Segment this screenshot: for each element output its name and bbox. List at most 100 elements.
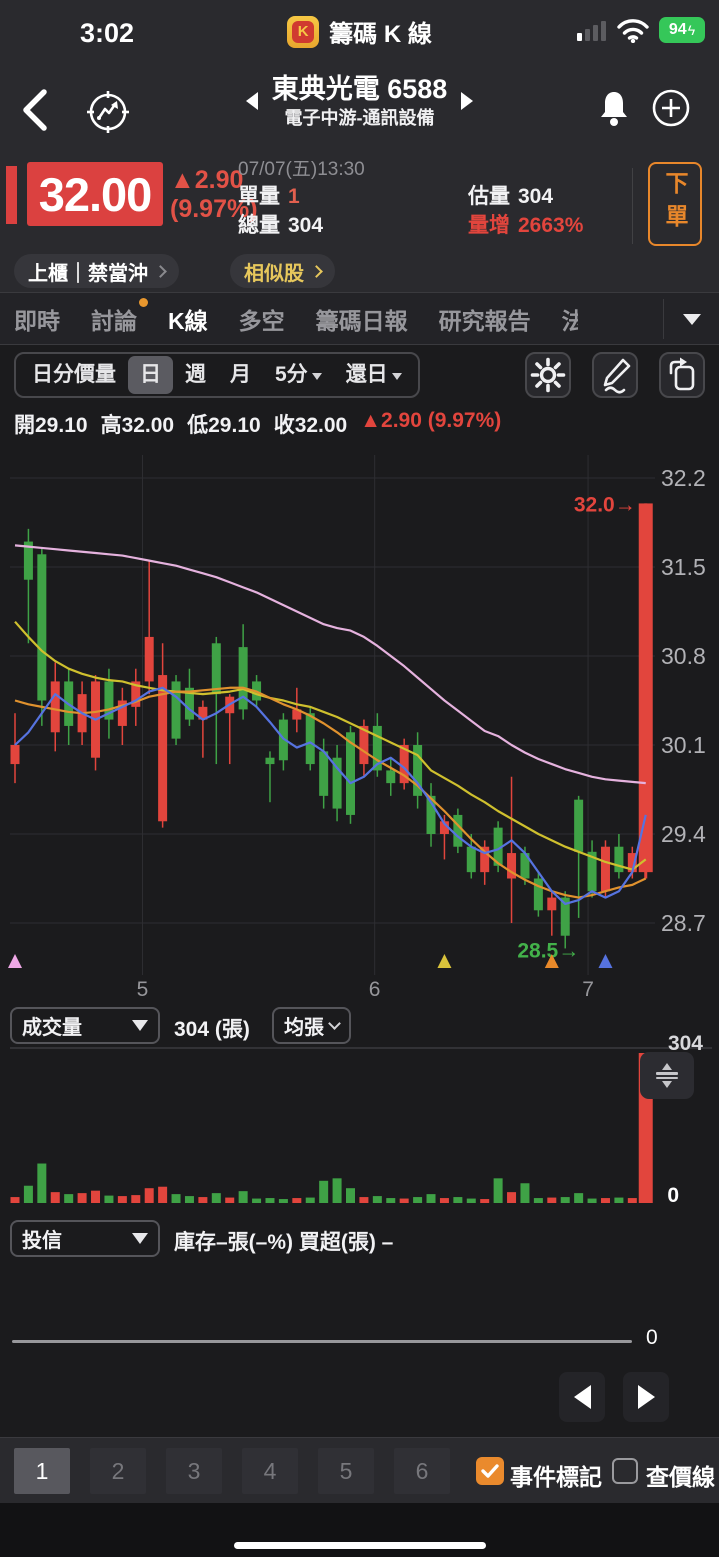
notification-button[interactable] (591, 86, 637, 134)
volume-indicator-dropdown[interactable]: 成交量 (10, 1007, 160, 1044)
home-indicator[interactable] (234, 1542, 486, 1549)
event-marker-label: 事件標記 (510, 1464, 602, 1490)
place-order-button[interactable]: 下單 (648, 162, 702, 246)
tab-discussion[interactable]: 討論 (91, 297, 148, 336)
check-icon (481, 1464, 499, 1478)
event-marker-triangle[interactable] (598, 954, 613, 968)
dropdown-arrow-icon (132, 1020, 148, 1031)
volume-bar (359, 1197, 369, 1203)
add-watchlist-button[interactable] (651, 88, 691, 128)
segment-5min[interactable]: 5分 (263, 356, 334, 394)
tab-chip-daily[interactable]: 籌碼日報 (315, 307, 408, 334)
settings-button[interactable] (525, 352, 571, 398)
drawing-tool-button[interactable] (592, 352, 638, 398)
quote-datetime: 07/07(五)13:30 (238, 159, 365, 180)
avg-lot-button[interactable]: 均張 (272, 1007, 351, 1044)
MA5-blue (14, 686, 647, 906)
title-block: 東典光電 6588 電子中游-通訊設備 (0, 72, 719, 130)
dropdown-arrow-icon (132, 1233, 148, 1244)
volume-bar (37, 1163, 47, 1203)
tab-research[interactable]: 研究報告 (438, 307, 531, 334)
page-button-6[interactable]: 6 (394, 1448, 450, 1494)
event-marker-triangle[interactable] (437, 954, 452, 968)
segment-week[interactable]: 週 (185, 363, 206, 386)
rotate-screen-button[interactable] (659, 352, 705, 398)
volume-bar (627, 1198, 637, 1203)
page-button-5[interactable]: 5 (318, 1448, 374, 1494)
volume-bar (587, 1198, 597, 1203)
battery-bolt-icon: ϟ (687, 21, 696, 38)
volume-bar (305, 1197, 315, 1203)
tab-partial[interactable]: 法 (561, 307, 578, 334)
page-button-2[interactable]: 2 (90, 1448, 146, 1494)
holder-info-text: 庫存–張(–%) 買超(張) – (174, 1231, 394, 1254)
ohlc-high: 高32.00 (101, 409, 175, 439)
volume-bar (413, 1197, 423, 1203)
volume-bar (480, 1199, 490, 1203)
high-label: 高 (100, 414, 122, 437)
volume-bar (64, 1194, 74, 1203)
tab-bar: 即時 討論 K線 多空 籌碼日報 研究報告 法 (0, 292, 719, 345)
back-chevron-icon (23, 89, 47, 131)
segment-month[interactable]: 月 (230, 363, 251, 386)
price-line-checkbox[interactable] (612, 1458, 638, 1484)
holder-indicator-dropdown[interactable]: 投信 (10, 1220, 160, 1257)
triangle-down-icon (662, 1081, 672, 1088)
volume-bar (386, 1198, 396, 1203)
y-axis-tick: 30.1 (661, 732, 706, 758)
chevron-down-icon (391, 373, 402, 380)
volume-chart[interactable]: 304 0 (0, 1032, 719, 1208)
trend-radar-icon (87, 91, 129, 133)
avg-lot-label: 均張 (284, 1017, 324, 1039)
volume-bar (184, 1196, 194, 1203)
segment-5min-label: 5分 (275, 363, 308, 386)
chevron-down-icon (682, 313, 701, 325)
trend-radar-button[interactable] (84, 88, 132, 136)
total-volume-label: 總量 (238, 214, 280, 237)
candles (10, 503, 653, 949)
top-area (0, 0, 719, 292)
title-texts: 東典光電 6588 電子中游-通訊設備 (272, 72, 448, 130)
x-axis-tick: 7 (582, 978, 594, 1001)
tab-realtime[interactable]: 即時 (14, 307, 60, 334)
event-marker-triangle[interactable] (544, 954, 559, 968)
volume-bar (211, 1193, 221, 1203)
event-marker-triangle[interactable] (8, 954, 22, 968)
event-marker-checkbox[interactable] (476, 1457, 504, 1485)
segment-day[interactable]: 日 (128, 356, 173, 394)
segment-restore-day[interactable]: 還日 (334, 356, 414, 394)
volume-bar (238, 1191, 248, 1203)
tab-k-line[interactable]: K線 (168, 307, 208, 334)
prev-stock-icon[interactable] (245, 92, 258, 110)
volume-bar (426, 1194, 436, 1203)
place-order-label: 下單 (662, 171, 688, 237)
back-button[interactable] (16, 86, 60, 134)
volume-bar (10, 1197, 20, 1203)
panel-resize-handle[interactable] (640, 1052, 694, 1099)
market-tag-pill[interactable]: 上櫃｜禁當沖 (14, 254, 179, 288)
page-button-4[interactable]: 4 (242, 1448, 298, 1494)
segment-day-price-volume[interactable]: 日分價量 (32, 363, 116, 386)
tag-row: 上櫃｜禁當沖 相似股 (0, 254, 719, 292)
candlestick-chart[interactable]: 32.2 31.5 30.8 30.1 29.4 28.7 5 6 7 32.0→ 28.5→ (0, 440, 719, 1005)
pan-right-button[interactable] (623, 1372, 669, 1422)
volume-bar (533, 1198, 543, 1203)
tab-long-short[interactable]: 多空 (238, 307, 285, 334)
price-box: 32.00 (27, 162, 163, 226)
tab-more-button[interactable] (663, 299, 719, 339)
page-button-1[interactable]: 1 (14, 1448, 70, 1494)
pan-left-button[interactable] (559, 1372, 605, 1422)
est-volume-label: 估量 (468, 185, 510, 208)
battery-percent: 94 (668, 20, 687, 38)
unit-volume-value: 1 (288, 185, 300, 208)
app-logo-icon: K (287, 15, 320, 48)
next-stock-icon[interactable] (461, 92, 474, 110)
quote-section: 32.00 ▲2.90 (9.97%) 07/07(五)13:30 單量 1 總量… (0, 154, 719, 254)
similar-stocks-pill[interactable]: 相似股 (230, 254, 335, 288)
page-button-3[interactable]: 3 (166, 1448, 222, 1494)
volume-bar (547, 1197, 557, 1203)
triangle-up-icon (662, 1063, 672, 1070)
open-value: 29.10 (35, 414, 88, 437)
pencil-icon (603, 358, 631, 394)
